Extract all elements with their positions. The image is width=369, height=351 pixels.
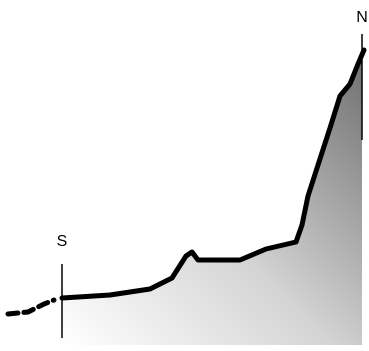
profile-shading <box>62 52 362 345</box>
start-label: S <box>57 233 68 250</box>
end-label: N <box>356 9 368 26</box>
page: {"labels": {"start": "S", "end": "N"}} S… <box>0 0 369 351</box>
approach-dashed <box>8 300 54 314</box>
elevation-profile: S N <box>0 0 369 351</box>
